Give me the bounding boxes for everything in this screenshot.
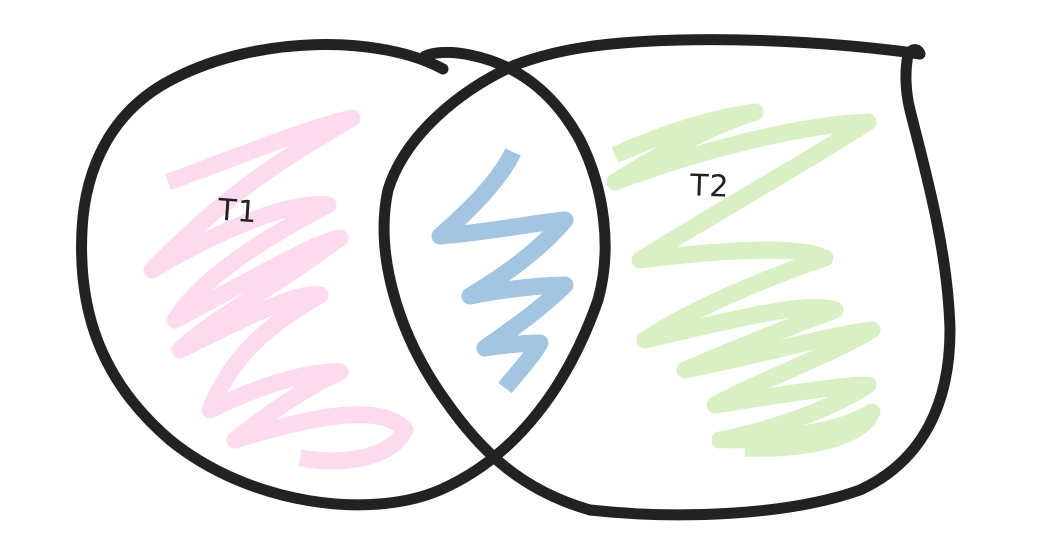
t2-label: T2 [689,168,731,205]
t1-set-outline [76,39,611,511]
t2-set-outline [378,34,956,521]
t2-region-scribble [606,103,881,457]
intersection-region-scribble [431,148,574,394]
t1-label: T1 [216,192,259,231]
t1-region-scribble [143,109,414,470]
